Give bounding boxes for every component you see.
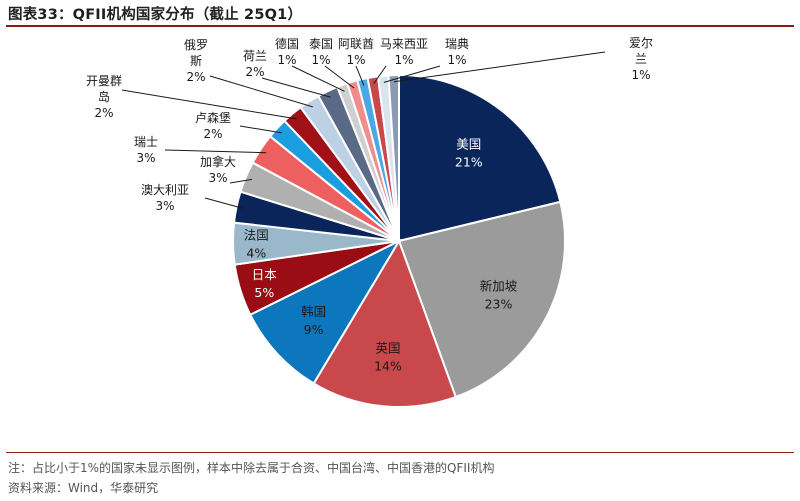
- slice-labels: 美国 21% 新加坡 23% 英国 14% 韩国 9% 日本 5% 法国 4% 澳大利亚 3% 加拿大 3% 瑞…: [86, 35, 653, 374]
- slice-label-name: 瑞士: [134, 135, 158, 149]
- slice-label-name: 斯: [190, 54, 202, 68]
- leader-line: [229, 178, 253, 184]
- slice-label-name: 俄罗: [184, 38, 208, 52]
- slice-label-name: 马来西亚: [380, 37, 428, 51]
- footer-rule: [6, 452, 794, 453]
- slice-label-name: 瑞典: [445, 37, 469, 51]
- slice-label-name: 加拿大: [200, 154, 236, 169]
- slice-label-value: 2%: [186, 70, 205, 84]
- slice-label-value: 1%: [394, 53, 413, 67]
- slice-label-name: 日本: [252, 267, 278, 282]
- leader-line: [373, 65, 387, 84]
- pie-slice-1: [397, 200, 566, 399]
- leader-lines: [121, 51, 606, 209]
- chart-source: 资料来源：Wind，华泰研究: [8, 481, 159, 495]
- leader-line: [239, 125, 282, 134]
- leader-line: [393, 51, 606, 83]
- slice-label-name: 美国: [456, 136, 481, 151]
- slice-label-name: 卢森堡: [195, 110, 231, 125]
- slice-label-name: 开曼群: [86, 74, 122, 88]
- leader-line: [164, 149, 267, 154]
- slice-label-value: 1%: [346, 53, 365, 67]
- pie-slices: [232, 73, 566, 408]
- pie-slice-18: [387, 73, 400, 242]
- slice-label-name: 澳大利亚: [141, 183, 189, 197]
- slice-label-value: 5%: [254, 285, 274, 300]
- slice-label-value: 1%: [447, 53, 466, 67]
- slice-label-name: 荷兰: [243, 49, 267, 63]
- slice-label-value: 21%: [455, 154, 483, 169]
- slice-label-name: 新加坡: [480, 278, 518, 293]
- slice-label-value: 2%: [245, 65, 264, 79]
- slice-label-value: 14%: [374, 359, 402, 374]
- slice-label-value: 9%: [304, 322, 324, 337]
- leader-line: [324, 65, 355, 89]
- slice-label-name: 兰: [635, 52, 647, 66]
- pie-slice-3: [248, 238, 402, 385]
- slice-label-value: 1%: [311, 53, 330, 67]
- slice-label-value: 2%: [203, 127, 222, 141]
- pie-slice-0: [398, 73, 562, 243]
- slice-label-name: 韩国: [301, 304, 326, 319]
- leader-line: [355, 65, 365, 86]
- slice-label-name: 岛: [98, 89, 110, 104]
- slice-label-value: 1%: [277, 53, 296, 67]
- title-rule: [6, 25, 794, 27]
- slice-label-value: 23%: [485, 296, 513, 311]
- leader-line: [121, 89, 297, 120]
- leader-line: [204, 197, 244, 209]
- slice-label-name: 英国: [375, 341, 400, 356]
- slice-label-name: 泰国: [309, 37, 333, 51]
- leader-line: [383, 65, 441, 83]
- slice-label-value: 3%: [155, 199, 174, 213]
- slice-label-name: 阿联酋: [338, 36, 374, 51]
- slice-label-value: 3%: [208, 171, 227, 185]
- leader-line: [209, 75, 313, 108]
- slice-label-value: 4%: [246, 245, 266, 260]
- pie-slice-2: [312, 238, 458, 408]
- chart-note: 注：占比小于1%的国家未显示图例，样本中除去属于合资、中国台湾、中国香港的QFI…: [8, 461, 495, 475]
- slice-label-name: 爱尔: [629, 35, 653, 50]
- leader-line: [291, 65, 345, 92]
- slice-label-name: 德国: [275, 36, 299, 51]
- slice-label-name: 法国: [244, 227, 269, 242]
- chart-title: 图表33：QFII机构国家分布（截止 25Q1）: [8, 7, 303, 23]
- slice-label-value: 3%: [136, 151, 155, 165]
- slice-label-value: 1%: [631, 68, 650, 82]
- leader-line: [261, 77, 331, 98]
- slice-label-value: 2%: [94, 106, 113, 120]
